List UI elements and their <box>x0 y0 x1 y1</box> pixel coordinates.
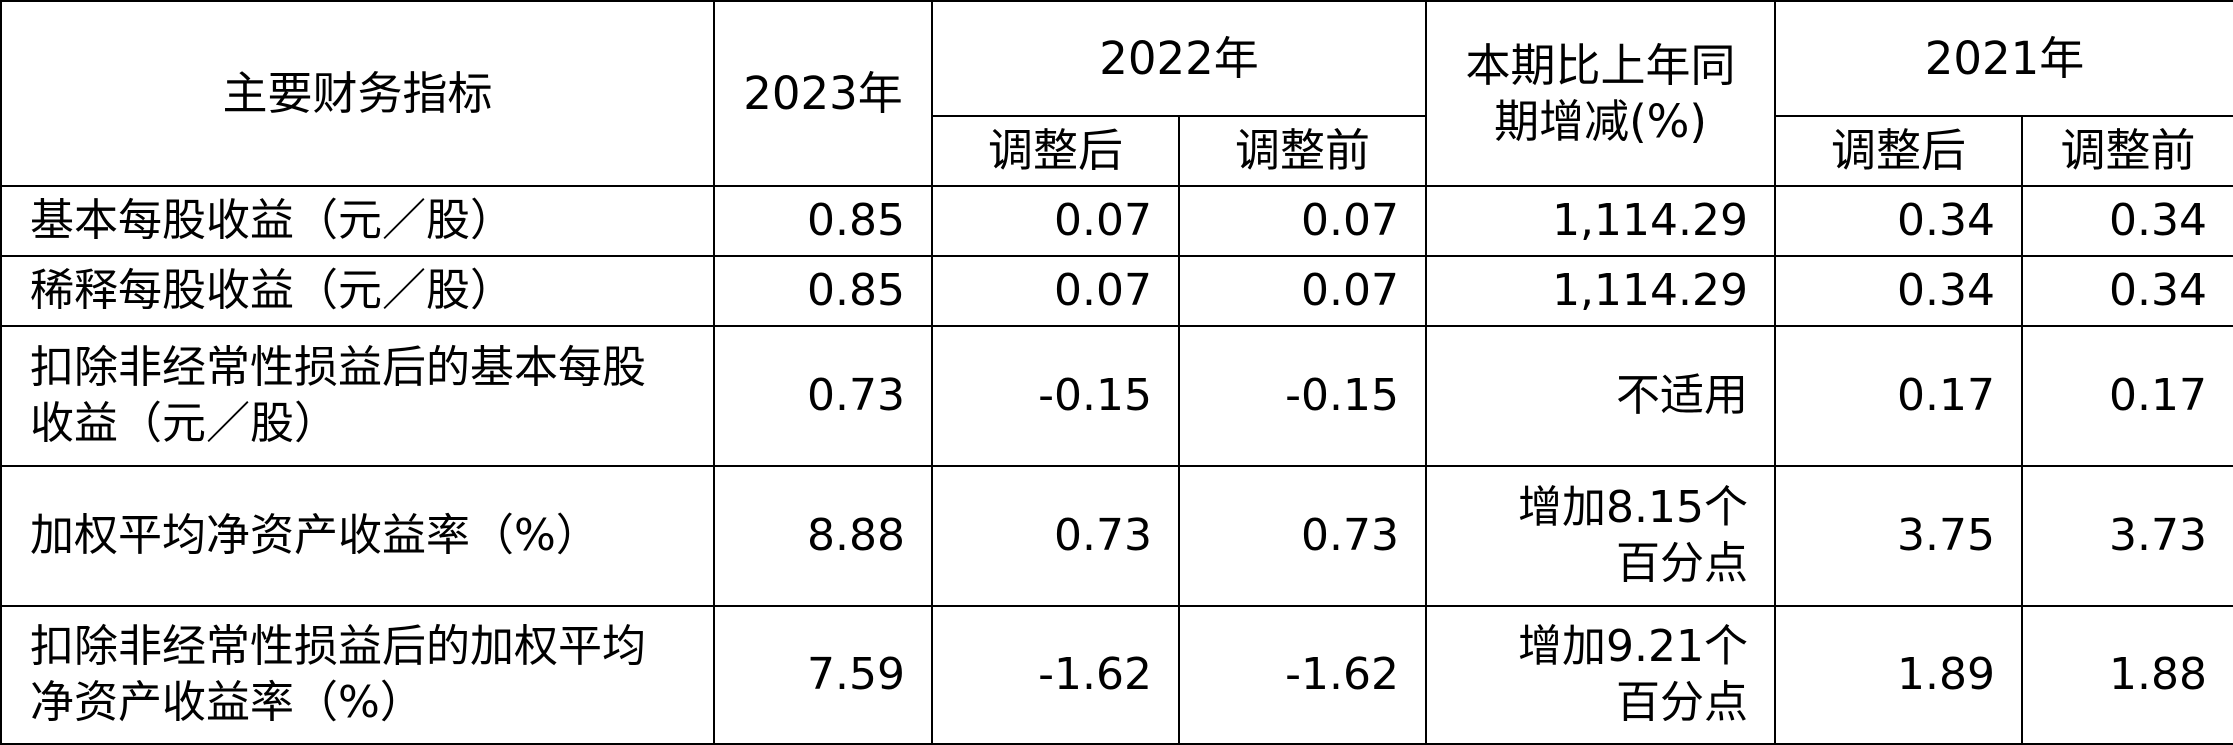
table-row: 扣除非经常性损益后的加权平均净资产收益率（%） 7.59 -1.62 -1.62… <box>0 605 2233 745</box>
value-2021-adjusted-after: 1.89 <box>1774 605 2023 745</box>
change-line-1: 不适用 <box>1616 370 1748 421</box>
value-2022-adjusted-after: 0.73 <box>931 465 1180 607</box>
row-label: 稀释每股收益（元／股） <box>0 255 715 327</box>
header-change: 本期比上年同期增减(%) <box>1425 0 1776 187</box>
change-line-2: 百分点 <box>1616 538 1748 589</box>
value-2022-adjusted-before: 0.07 <box>1178 255 1427 327</box>
row-label: 扣除非经常性损益后的加权平均净资产收益率（%） <box>0 605 715 745</box>
change-line-1: 增加9.21个 <box>1518 621 1748 672</box>
value-2022-adjusted-before: 0.07 <box>1178 185 1427 257</box>
value-2021-adjusted-after: 0.17 <box>1774 325 2023 467</box>
header-indicator: 主要财务指标 <box>0 0 715 187</box>
value-change: 1,114.29 <box>1425 255 1776 327</box>
value-2022-adjusted-before: -1.62 <box>1178 605 1427 745</box>
header-2021-adjusted-before: 调整前 <box>2021 115 2233 187</box>
table-row: 扣除非经常性损益后的基本每股收益（元／股） 0.73 -0.15 -0.15 不… <box>0 325 2233 467</box>
value-2022-adjusted-before: 0.73 <box>1178 465 1427 607</box>
header-2022-adjusted-after: 调整后 <box>931 115 1180 187</box>
header-year-2022: 2022年 <box>931 0 1427 117</box>
table-row: 基本每股收益（元／股） 0.85 0.07 0.07 1,114.29 0.34… <box>0 185 2233 257</box>
value-2021-adjusted-after: 0.34 <box>1774 255 2023 327</box>
row-label: 基本每股收益（元／股） <box>0 185 715 257</box>
row-label: 加权平均净资产收益率（%） <box>0 465 715 607</box>
table-row: 稀释每股收益（元／股） 0.85 0.07 0.07 1,114.29 0.34… <box>0 255 2233 327</box>
change-line-2: 百分点 <box>1616 677 1748 728</box>
value-2021-adjusted-after: 3.75 <box>1774 465 2023 607</box>
change-line-1: 1,114.29 <box>1552 265 1748 316</box>
value-2022-adjusted-before: -0.15 <box>1178 325 1427 467</box>
header-year-2023: 2023年 <box>713 0 933 187</box>
value-2021-adjusted-before: 0.17 <box>2021 325 2233 467</box>
change-line-1: 增加8.15个 <box>1518 482 1748 533</box>
value-2023: 7.59 <box>713 605 933 745</box>
header-2022-adjusted-before: 调整前 <box>1178 115 1427 187</box>
value-2021-adjusted-before: 0.34 <box>2021 185 2233 257</box>
value-2022-adjusted-after: 0.07 <box>931 255 1180 327</box>
value-2021-adjusted-before: 3.73 <box>2021 465 2233 607</box>
table-row: 加权平均净资产收益率（%） 8.88 0.73 0.73 增加8.15个 百分点… <box>0 465 2233 607</box>
value-change: 不适用 <box>1425 325 1776 467</box>
header-year-2021: 2021年 <box>1774 0 2233 117</box>
change-line-1: 1,114.29 <box>1552 195 1748 246</box>
value-2022-adjusted-after: 0.07 <box>931 185 1180 257</box>
value-change: 1,114.29 <box>1425 185 1776 257</box>
value-2021-adjusted-before: 0.34 <box>2021 255 2233 327</box>
value-2023: 0.85 <box>713 255 933 327</box>
value-2023: 8.88 <box>713 465 933 607</box>
value-2023: 0.85 <box>713 185 933 257</box>
value-2023: 0.73 <box>713 325 933 467</box>
value-2021-adjusted-after: 0.34 <box>1774 185 2023 257</box>
header-2021-adjusted-after: 调整后 <box>1774 115 2023 187</box>
value-2022-adjusted-after: -1.62 <box>931 605 1180 745</box>
value-2021-adjusted-before: 1.88 <box>2021 605 2233 745</box>
value-change: 增加8.15个 百分点 <box>1425 465 1776 607</box>
value-2022-adjusted-after: -0.15 <box>931 325 1180 467</box>
row-label: 扣除非经常性损益后的基本每股收益（元／股） <box>0 325 715 467</box>
value-change: 增加9.21个 百分点 <box>1425 605 1776 745</box>
